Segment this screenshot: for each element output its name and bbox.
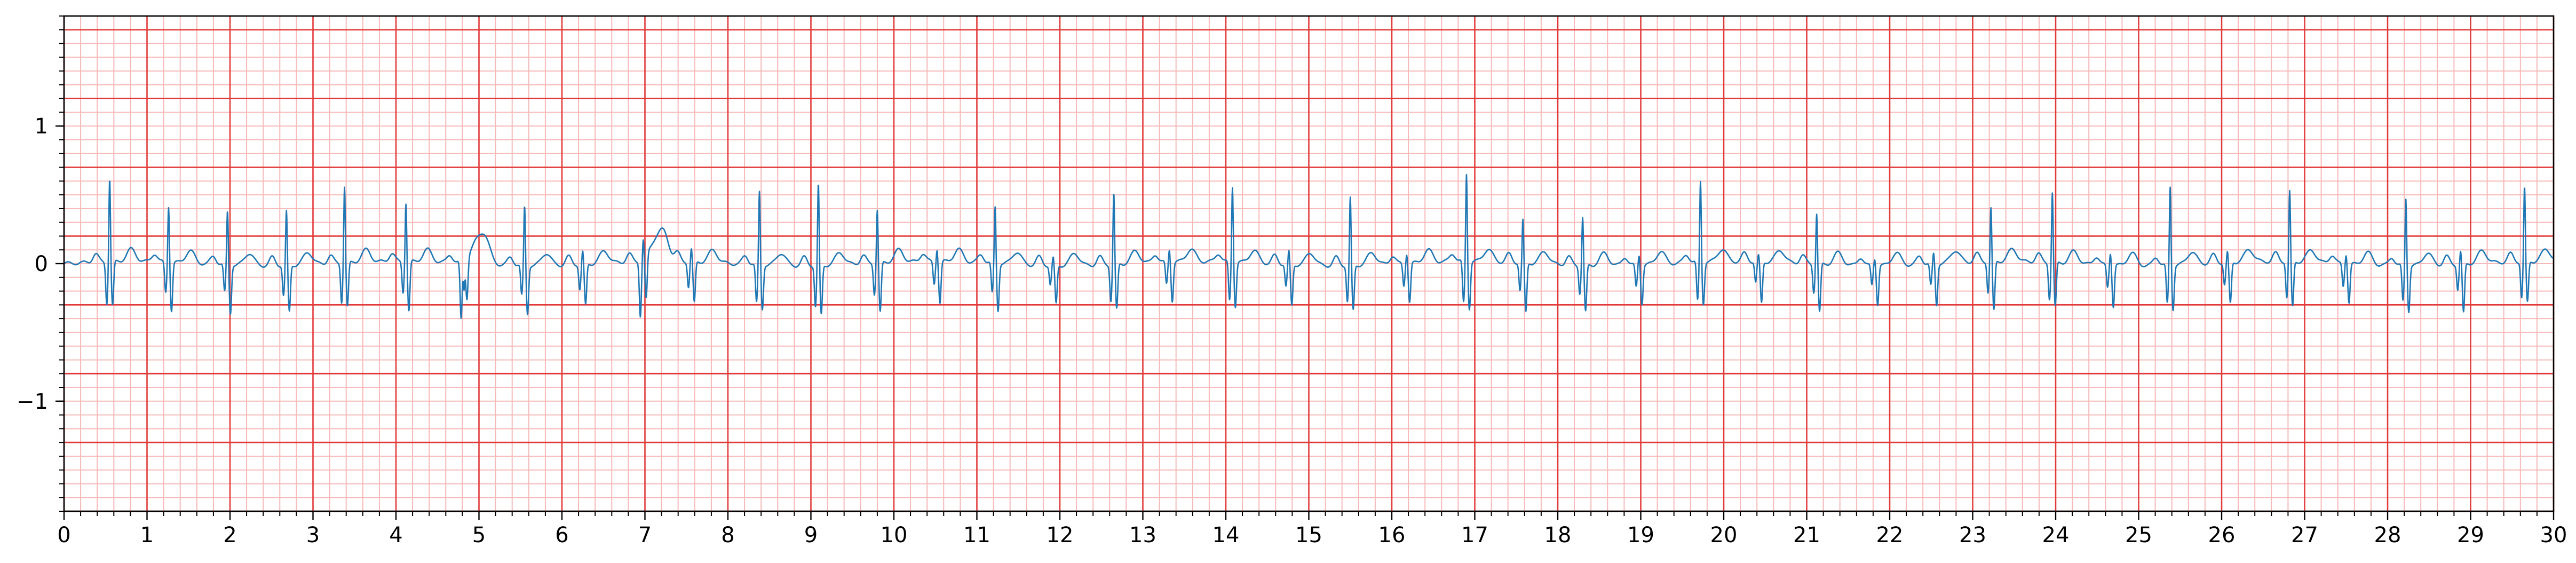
x-tick-label: 20: [1710, 523, 1738, 548]
x-tick-label: 12: [1047, 523, 1074, 548]
x-tick-label: 10: [881, 523, 908, 548]
x-tick-label: 24: [2042, 523, 2070, 548]
x-tick-label: 0: [57, 523, 70, 548]
x-tick-label: 7: [638, 523, 652, 548]
x-tick-label: 27: [2291, 523, 2318, 548]
x-tick-label: 8: [721, 523, 734, 548]
x-tick-label: 17: [1461, 523, 1488, 548]
x-axis: 0 1 2 3 4 5 6 7 8 9 10 11 12 13 14 15 16 17 18 19 20 21 22 23 24…: [57, 511, 2567, 548]
x-tick-label: 4: [389, 523, 402, 548]
x-tick-label: 30: [2540, 523, 2567, 548]
major-grid: [63, 16, 2555, 512]
x-tick-label: 6: [555, 523, 568, 548]
x-tick-label: 28: [2374, 523, 2401, 548]
x-tick-label: 14: [1212, 523, 1240, 548]
ecg-trace: [64, 174, 2554, 319]
x-tick-label: 18: [1544, 523, 1572, 548]
ecg-trace-line: [64, 174, 2554, 319]
x-tick-label: 16: [1378, 523, 1406, 548]
x-tick-label: 1: [140, 523, 154, 548]
x-tick-label: 2: [223, 523, 236, 548]
y-tick-label: −1: [17, 390, 48, 414]
x-tick-label: 21: [1793, 523, 1820, 548]
x-tick-label: 15: [1295, 523, 1322, 548]
x-tick-label: 26: [2208, 523, 2236, 548]
x-tick-label: 19: [1627, 523, 1654, 548]
x-tick-label: 22: [1876, 523, 1904, 548]
y-axis: 1 0 −1: [17, 15, 64, 512]
y-tick-label: 1: [35, 114, 48, 139]
x-tick-label: 3: [306, 523, 320, 548]
x-tick-label: 25: [2125, 523, 2152, 548]
x-tick-label: 5: [472, 523, 486, 548]
x-tick-label: 13: [1129, 523, 1156, 548]
y-tick-label: 0: [35, 252, 48, 276]
x-tick-label: 9: [804, 523, 818, 548]
x-tick-label: 11: [963, 523, 990, 548]
x-tick-label: 29: [2457, 523, 2484, 548]
x-tick-label: 23: [1959, 523, 1986, 548]
